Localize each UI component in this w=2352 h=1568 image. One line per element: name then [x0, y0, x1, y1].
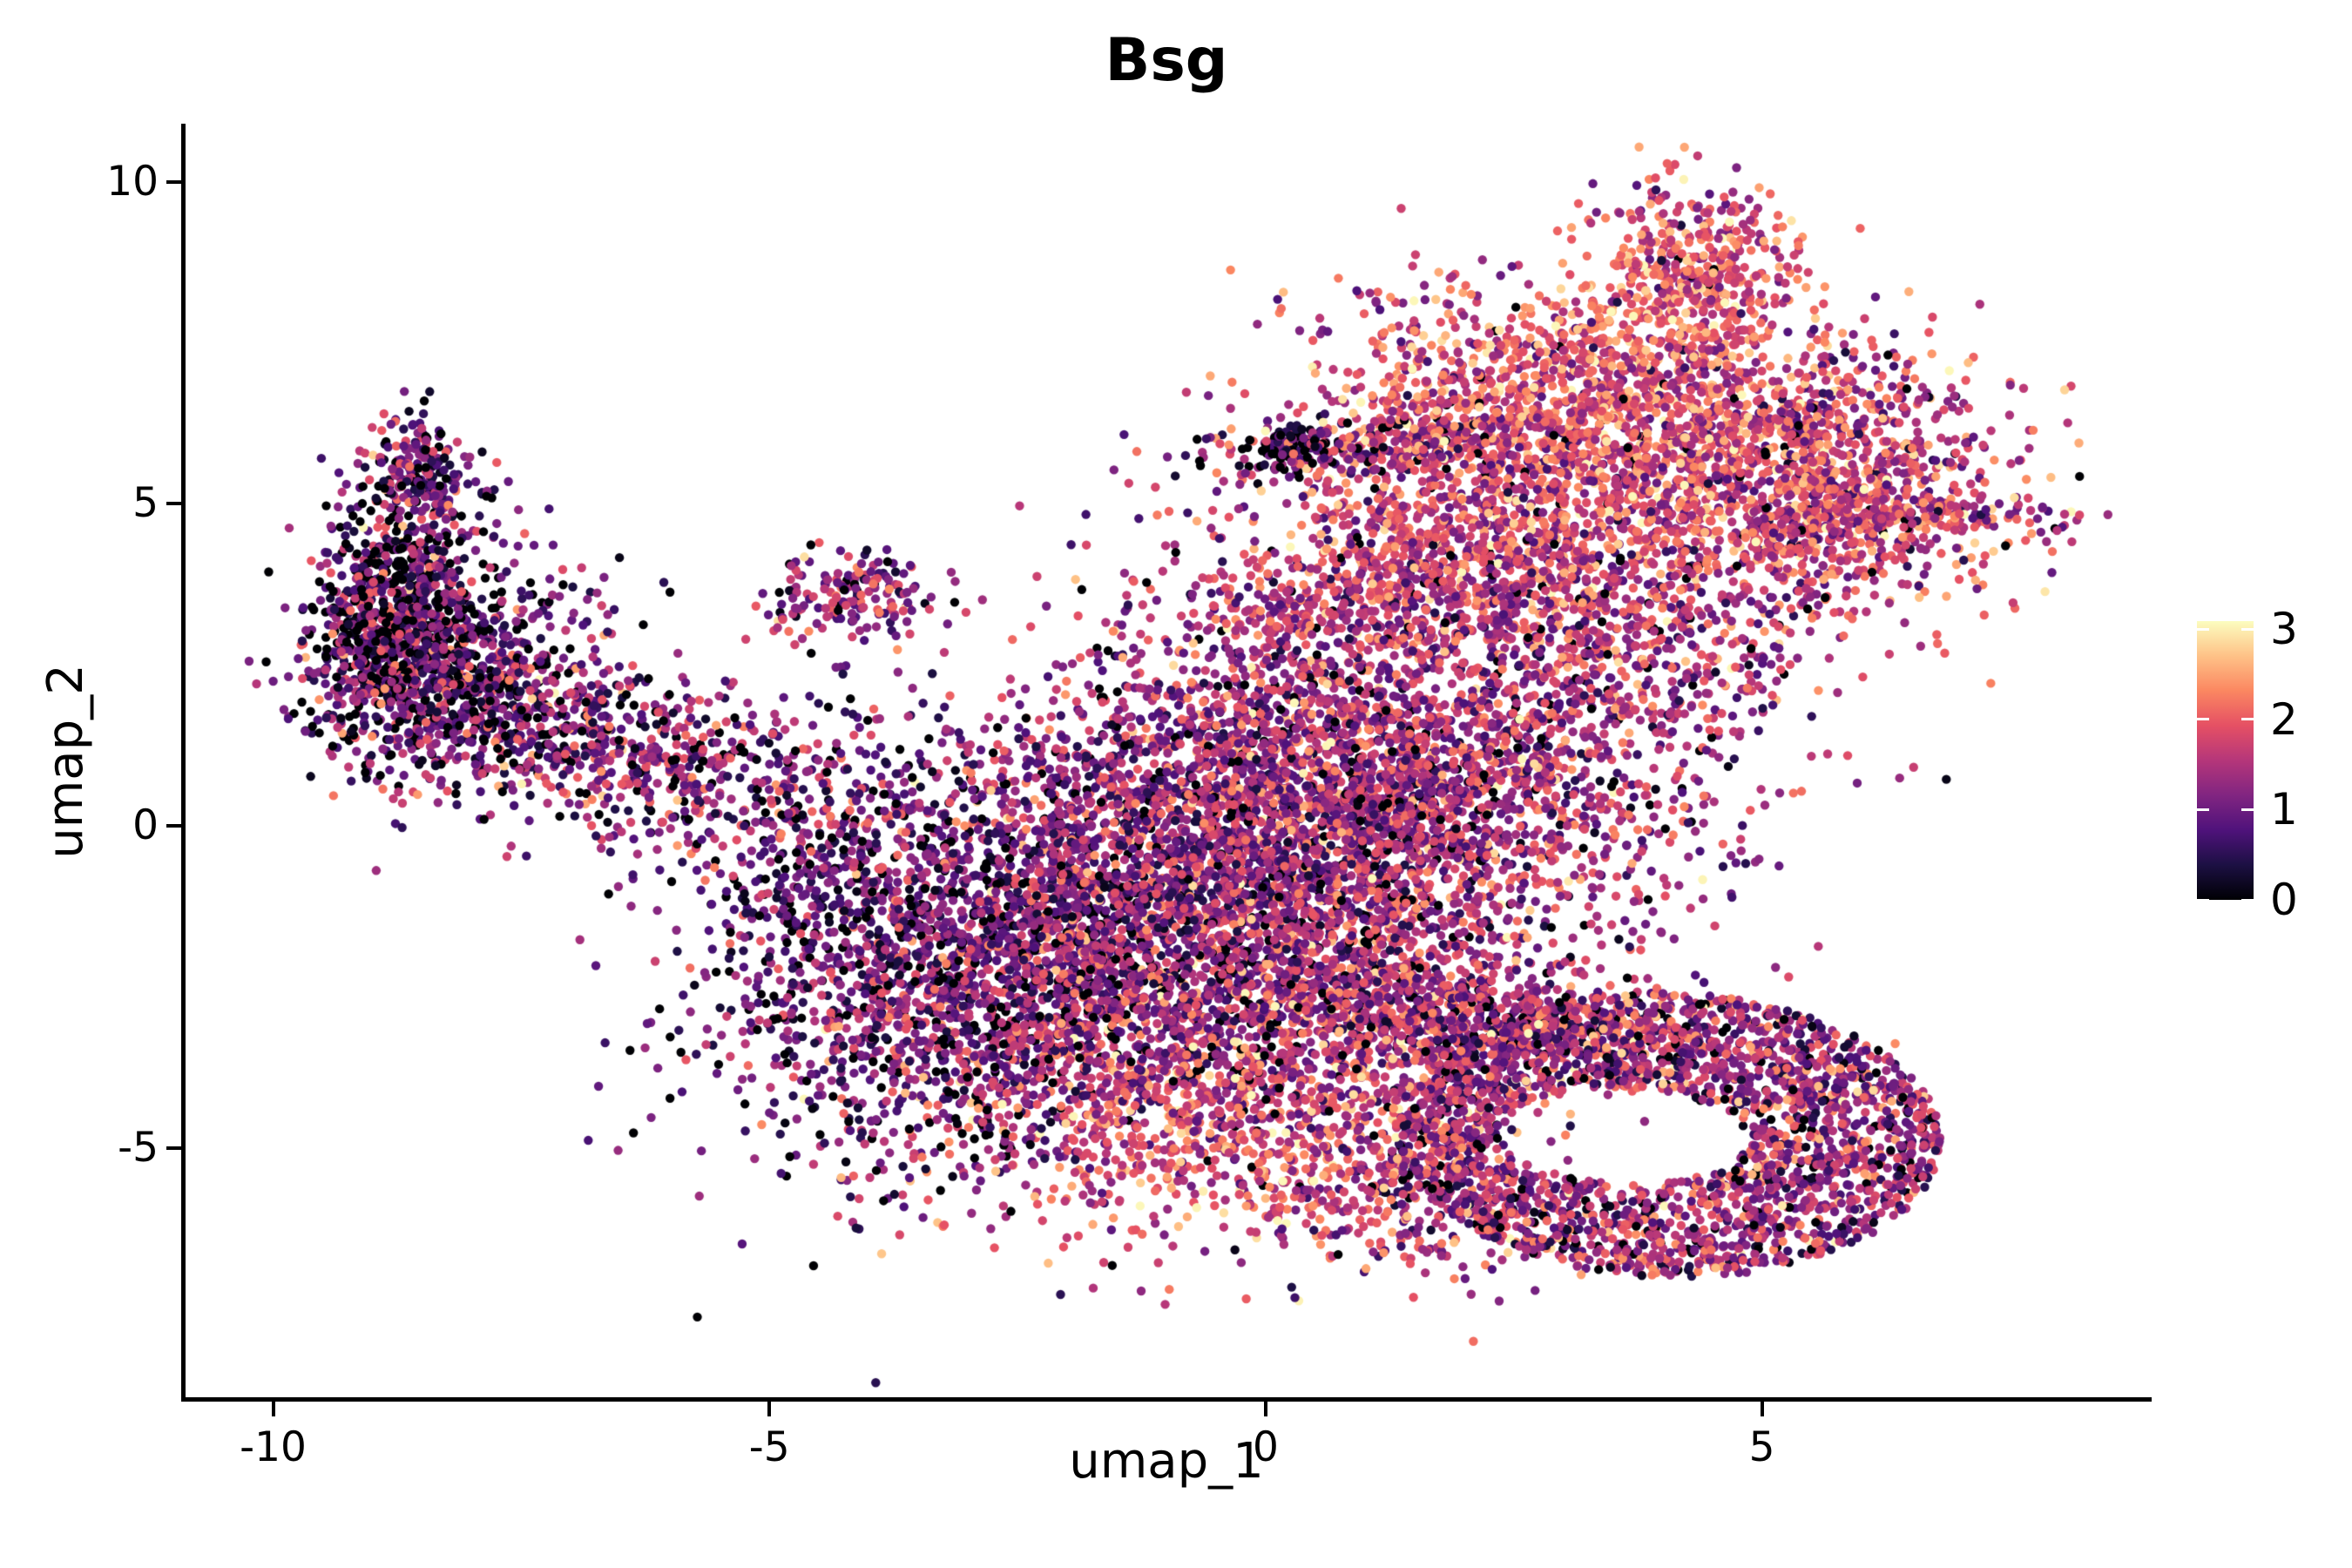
- y-tick-label: -5: [118, 1123, 159, 1172]
- y-tick-mark: [166, 179, 181, 184]
- y-tick-label: 10: [106, 157, 159, 206]
- colorbar-tick-notch: [2197, 718, 2209, 721]
- colorbar-tick-label: 3: [2270, 604, 2298, 655]
- x-tick-label: 0: [1252, 1423, 1279, 1471]
- colorbar-tick-label: 1: [2270, 784, 2298, 835]
- x-tick-label: -5: [748, 1423, 790, 1471]
- colorbar-tick-notch: [2241, 718, 2254, 721]
- x-tick-mark: [1760, 1402, 1764, 1416]
- x-tick-mark: [767, 1402, 772, 1416]
- plot-title: Bsg: [1105, 26, 1228, 95]
- x-axis-line: [181, 1397, 2152, 1402]
- x-tick-mark: [271, 1402, 275, 1416]
- y-tick-label: 0: [132, 801, 159, 849]
- colorbar-tick-notch: [2241, 627, 2254, 631]
- colorbar-tick-notch: [2197, 898, 2209, 902]
- colorbar-gradient: [2197, 621, 2254, 900]
- colorbar-tick-notch: [2197, 627, 2209, 631]
- x-axis-title: umap_1: [1069, 1433, 1264, 1490]
- colorbar-tick-label: 2: [2270, 693, 2298, 745]
- x-tick-label: -10: [240, 1423, 307, 1471]
- colorbar-tick-label: 0: [2270, 875, 2298, 925]
- y-tick-mark: [166, 502, 181, 506]
- y-axis-title: umap_2: [37, 664, 94, 859]
- y-tick-mark: [166, 1146, 181, 1150]
- y-axis-line: [181, 124, 186, 1402]
- colorbar-tick-notch: [2241, 808, 2254, 811]
- colorbar-tick-notch: [2197, 808, 2209, 811]
- y-tick-label: 5: [132, 479, 159, 528]
- x-tick-mark: [1263, 1402, 1267, 1416]
- y-tick-mark: [166, 823, 181, 828]
- colorbar-tick-notch: [2241, 898, 2254, 902]
- x-tick-label: 5: [1748, 1423, 1775, 1471]
